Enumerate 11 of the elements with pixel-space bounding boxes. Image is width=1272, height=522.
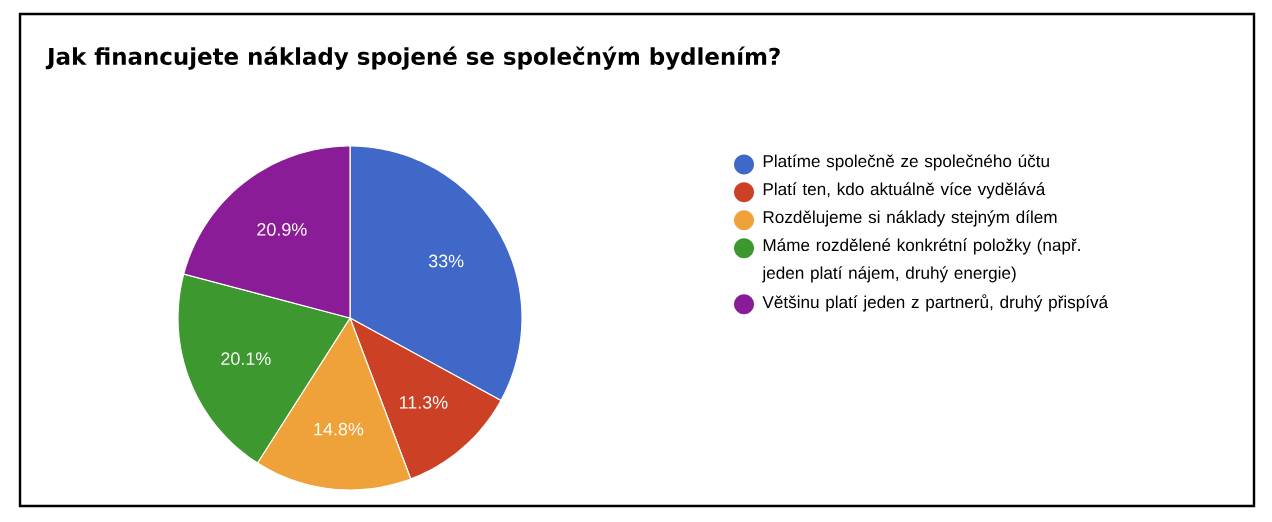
legend-label: Platíme společně ze společného účtu: [763, 154, 1049, 171]
legend-label: Máme rozdělené konkrétní položky (např. jeden platí nájem, druhý energie): [762, 238, 1080, 283]
data-label: 11.3%: [399, 396, 448, 409]
legend-label: Rozdělujeme si náklady stejným dílem: [763, 210, 1057, 227]
data-label: 20.9%: [257, 223, 307, 236]
data-label: 14.8%: [314, 422, 364, 436]
legend-label: Platí ten, kdo aktuálně více vydělává: [763, 182, 1046, 199]
data-label: 33%: [428, 254, 464, 268]
data-label: 20.1%: [221, 352, 271, 365]
chart-title: Jak financujete náklady spojené se společným bydlením?: [45, 46, 780, 70]
legend-label: Většinu platí jeden z partnerů, druhý přispívá: [762, 294, 1109, 312]
